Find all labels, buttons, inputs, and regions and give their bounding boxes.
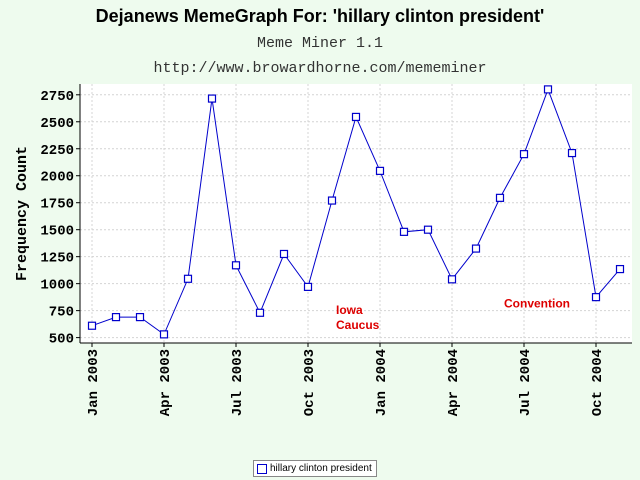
data-point (207, 94, 217, 103)
y-axis-label: Frequency Count (14, 146, 31, 281)
data-point (495, 193, 505, 202)
data-point (543, 85, 553, 94)
chart-title: Dejanews MemeGraph For: 'hillary clinton… (95, 6, 545, 26)
x-tick-label: Oct 2003 (302, 349, 318, 416)
y-tick-label: 2500 (40, 116, 74, 132)
x-tick-label: Jan 2003 (86, 349, 102, 416)
data-point (327, 196, 337, 205)
data-point (279, 249, 289, 259)
x-tick-label: Jan 2004 (374, 349, 390, 416)
data-point (375, 166, 385, 175)
data-point (303, 282, 313, 291)
legend-label: hillary clinton president (270, 463, 372, 474)
chart-annotation: Convention (504, 296, 570, 310)
data-point (111, 313, 121, 322)
y-tick-label: 500 (49, 332, 74, 348)
data-point (255, 308, 265, 317)
y-tick-label: 1750 (40, 197, 74, 213)
y-tick-label: 1250 (40, 251, 74, 267)
data-point (567, 148, 577, 158)
data-point (519, 150, 529, 159)
y-tick-label: 2250 (40, 143, 74, 159)
x-tick-label: Apr 2003 (158, 349, 174, 416)
y-tick-label: 1500 (40, 224, 74, 240)
data-point (231, 261, 241, 270)
x-tick-label: Apr 2004 (446, 349, 462, 416)
data-point (471, 244, 481, 253)
data-point (159, 330, 169, 339)
chart-subtitle-url: http://www.browardhorne.com/mememiner (153, 60, 487, 77)
chart-subtitle-version: Meme Miner 1.1 (256, 35, 384, 52)
y-tick-label: 2750 (40, 89, 74, 105)
data-point (615, 264, 625, 274)
data-point (591, 293, 601, 302)
x-tick-label: Jul 2003 (230, 349, 246, 416)
x-tick-label: Oct 2004 (590, 349, 606, 416)
x-tick-label: Jul 2004 (518, 349, 534, 416)
data-point (183, 274, 193, 283)
y-tick-label: 750 (49, 305, 74, 321)
data-point (399, 227, 409, 236)
data-point (423, 225, 433, 234)
legend-swatch (257, 463, 267, 474)
data-point (447, 275, 457, 284)
chart-annotation: Iowa Caucus (336, 303, 380, 332)
data-point (351, 112, 361, 122)
y-tick-label: 2000 (40, 170, 74, 186)
y-tick-label: 1000 (40, 278, 74, 294)
data-point (87, 321, 97, 330)
chart-legend: hillary clinton president (253, 460, 377, 477)
data-point (135, 313, 145, 322)
plot-area (80, 84, 632, 343)
